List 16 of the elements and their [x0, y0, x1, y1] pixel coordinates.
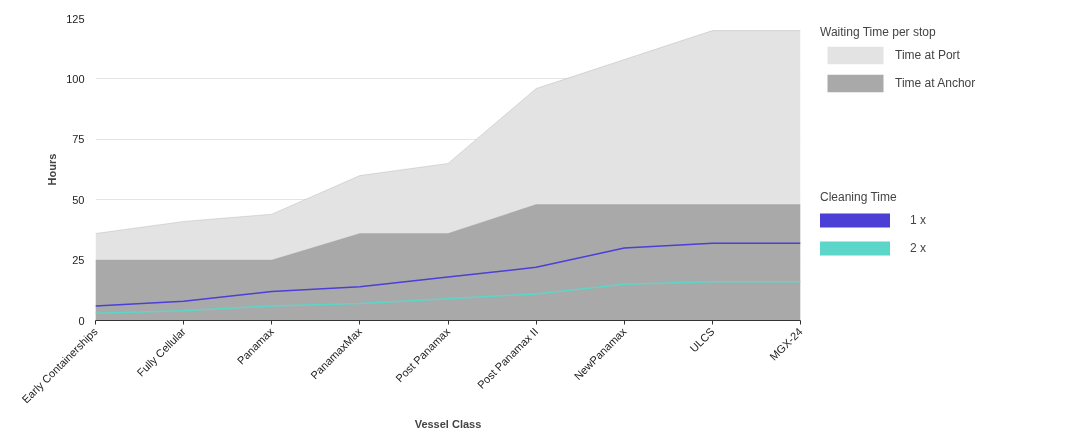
legend-title: Waiting Time per stop — [820, 25, 937, 39]
text: 2 x — [910, 241, 927, 255]
y-tick-label: 125 — [66, 12, 85, 25]
y-tick-label: 25 — [72, 254, 85, 267]
legend-label: Time at Anchor — [895, 76, 976, 90]
text: Cleaning Time — [820, 190, 898, 204]
x-axis-title: Vessel Class — [414, 417, 482, 430]
line-series — [95, 281, 801, 314]
line-series — [95, 242, 801, 307]
y-axis-title: Hours — [46, 153, 59, 186]
text: 1 x — [910, 213, 927, 227]
y-tick-label: 50 — [72, 193, 85, 206]
y-tick-label: 100 — [66, 72, 85, 85]
legend-label: Time at Port — [895, 48, 960, 62]
y-tick-label: 0 — [78, 314, 85, 327]
y-tick-label: 75 — [72, 133, 85, 146]
